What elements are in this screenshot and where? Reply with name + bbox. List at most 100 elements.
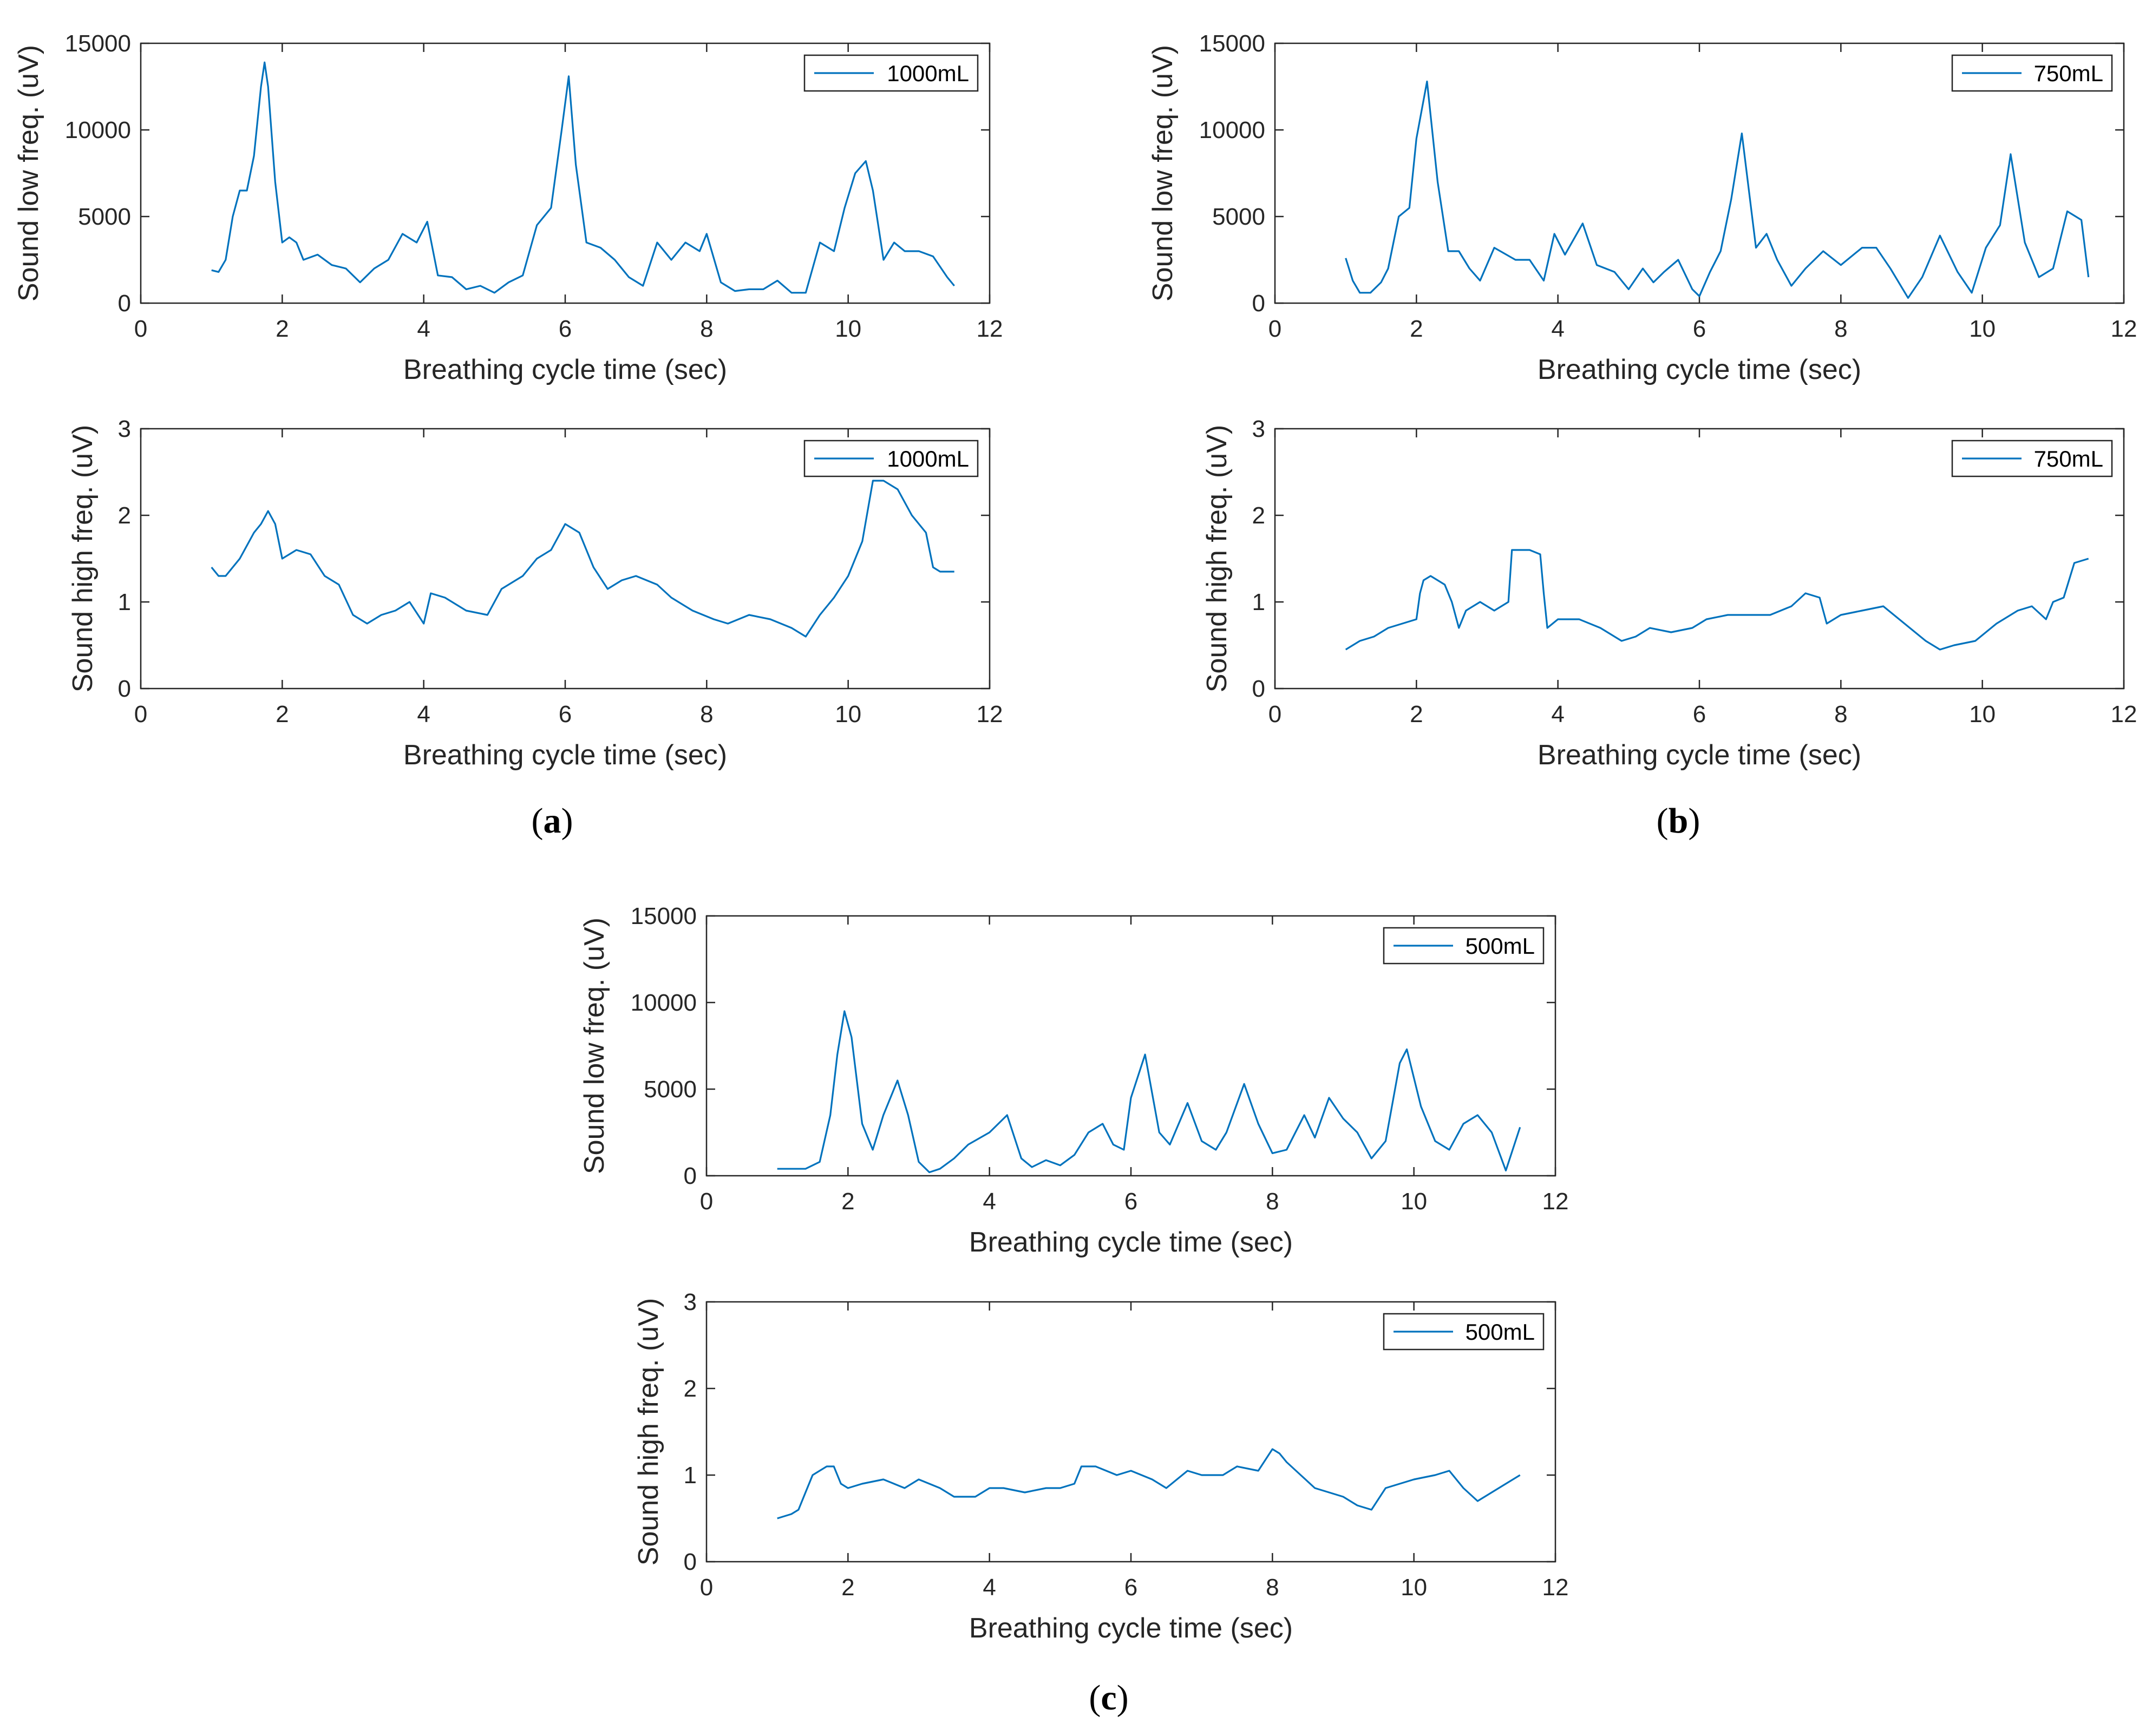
y-tick-label: 1 — [118, 589, 131, 615]
x-tick-label: 6 — [559, 701, 572, 728]
series-line — [211, 480, 954, 638]
panel-label-a-letter: a — [544, 801, 561, 841]
x-tick-label: 2 — [841, 1574, 854, 1601]
y-tick-label: 15000 — [1199, 30, 1265, 57]
x-tick-label: 8 — [1266, 1188, 1279, 1215]
y-tick-label: 3 — [1252, 416, 1265, 442]
x-tick-label: 6 — [1124, 1188, 1137, 1215]
x-tick-label: 6 — [1693, 316, 1706, 342]
y-tick-label: 2 — [684, 1375, 697, 1402]
x-axis-label: Breathing cycle time (sec) — [969, 1613, 1293, 1644]
legend-label: 500mL — [1466, 933, 1535, 959]
y-tick-label: 2 — [118, 502, 131, 529]
x-axis-label: Breathing cycle time (sec) — [403, 739, 727, 771]
y-tick-label: 3 — [118, 416, 131, 442]
x-tick-label: 12 — [2111, 316, 2137, 342]
x-tick-label: 12 — [1542, 1188, 1569, 1215]
x-tick-label: 0 — [700, 1574, 713, 1601]
x-tick-label: 2 — [841, 1188, 854, 1215]
x-tick-label: 4 — [417, 316, 430, 342]
legend-label: 500mL — [1466, 1319, 1535, 1345]
y-tick-label: 0 — [118, 676, 131, 702]
x-tick-label: 2 — [276, 701, 289, 728]
x-tick-label: 0 — [1268, 316, 1281, 342]
x-tick-label: 8 — [700, 316, 713, 342]
x-tick-label: 4 — [1551, 316, 1564, 342]
panel-label-b: (b) — [1657, 801, 1700, 841]
x-tick-label: 12 — [977, 316, 1003, 342]
x-tick-label: 10 — [835, 701, 861, 728]
x-tick-label: 12 — [2111, 701, 2137, 728]
series-line — [211, 61, 955, 294]
y-tick-label: 0 — [1252, 290, 1265, 317]
y-tick-label: 5000 — [1212, 204, 1265, 230]
x-tick-label: 12 — [977, 701, 1003, 728]
x-tick-label: 0 — [1268, 701, 1281, 728]
y-axis-label: Sound low freq. (uV) — [1147, 45, 1179, 302]
legend-label: 1000mL — [887, 446, 969, 471]
x-tick-label: 8 — [1266, 1574, 1279, 1601]
series-line — [1345, 549, 2089, 651]
chart-b-low: 0 2 4 6 8 10 12 0 5000 10000 15000 Breathing cycle … — [1147, 30, 2137, 385]
x-tick-label: 6 — [559, 316, 572, 342]
x-tick-label: 4 — [983, 1188, 996, 1215]
y-tick-label: 1 — [684, 1462, 697, 1489]
y-tick-label: 3 — [684, 1289, 697, 1315]
legend-label: 750mL — [2034, 61, 2103, 86]
x-axis-label: Breathing cycle time (sec) — [969, 1227, 1293, 1258]
series-line — [777, 1010, 1521, 1174]
x-tick-label: 10 — [835, 316, 861, 342]
x-tick-label: 8 — [700, 701, 713, 728]
x-tick-label: 8 — [1834, 701, 1847, 728]
y-tick-label: 15000 — [65, 30, 131, 57]
x-tick-label: 8 — [1834, 316, 1847, 342]
x-tick-label: 2 — [276, 316, 289, 342]
y-tick-label: 10000 — [631, 990, 697, 1016]
legend-label: 750mL — [2034, 446, 2103, 471]
x-axis-label: Breathing cycle time (sec) — [1538, 739, 1861, 771]
chart-c-low: 0 2 4 6 8 10 12 0 5000 10000 15000 Breathing cycle … — [579, 903, 1568, 1258]
x-tick-label: 4 — [417, 701, 430, 728]
panel-label-a: (a) — [532, 801, 573, 841]
y-tick-label: 0 — [684, 1549, 697, 1575]
x-tick-label: 12 — [1542, 1574, 1569, 1601]
x-tick-label: 0 — [134, 316, 147, 342]
x-tick-label: 10 — [1401, 1574, 1427, 1601]
y-tick-label: 15000 — [631, 903, 697, 929]
legend-label: 1000mL — [887, 61, 969, 86]
legend-box — [803, 54, 979, 92]
y-axis-label: Sound high freq. (uV) — [67, 425, 99, 692]
y-tick-label: 0 — [118, 290, 131, 317]
y-axis-label: Sound high freq. (uV) — [1201, 425, 1233, 692]
y-tick-label: 1 — [1252, 589, 1265, 615]
panel-label-b-letter: b — [1669, 801, 1689, 841]
chart-a-low: 0 2 4 6 8 10 12 0 5000 10000 15000 Breathing cycle … — [13, 30, 1003, 385]
series-line — [1345, 80, 2090, 299]
y-axis-label: Sound high freq. (uV) — [633, 1298, 664, 1565]
x-axis-label: Breathing cycle time (sec) — [1538, 354, 1861, 385]
y-tick-label: 5000 — [644, 1076, 697, 1103]
x-tick-label: 10 — [1969, 316, 1996, 342]
y-axis-label: Sound low freq. (uV) — [13, 45, 44, 302]
x-tick-label: 0 — [134, 701, 147, 728]
x-tick-label: 6 — [1124, 1574, 1137, 1601]
x-axis-label: Breathing cycle time (sec) — [403, 354, 727, 385]
y-tick-label: 5000 — [78, 204, 131, 230]
y-tick-label: 10000 — [65, 117, 131, 143]
x-tick-label: 4 — [983, 1574, 996, 1601]
x-tick-label: 2 — [1410, 316, 1423, 342]
series-line — [777, 1448, 1521, 1519]
y-tick-label: 10000 — [1199, 117, 1265, 143]
x-tick-label: 4 — [1551, 701, 1564, 728]
x-tick-label: 2 — [1410, 701, 1423, 728]
y-tick-label: 2 — [1252, 502, 1265, 529]
y-tick-label: 0 — [1252, 676, 1265, 702]
panel-label-c: (c) — [1089, 1678, 1128, 1718]
panel-label-c-letter: c — [1101, 1678, 1116, 1718]
y-tick-label: 0 — [684, 1163, 697, 1189]
x-tick-label: 10 — [1401, 1188, 1427, 1215]
